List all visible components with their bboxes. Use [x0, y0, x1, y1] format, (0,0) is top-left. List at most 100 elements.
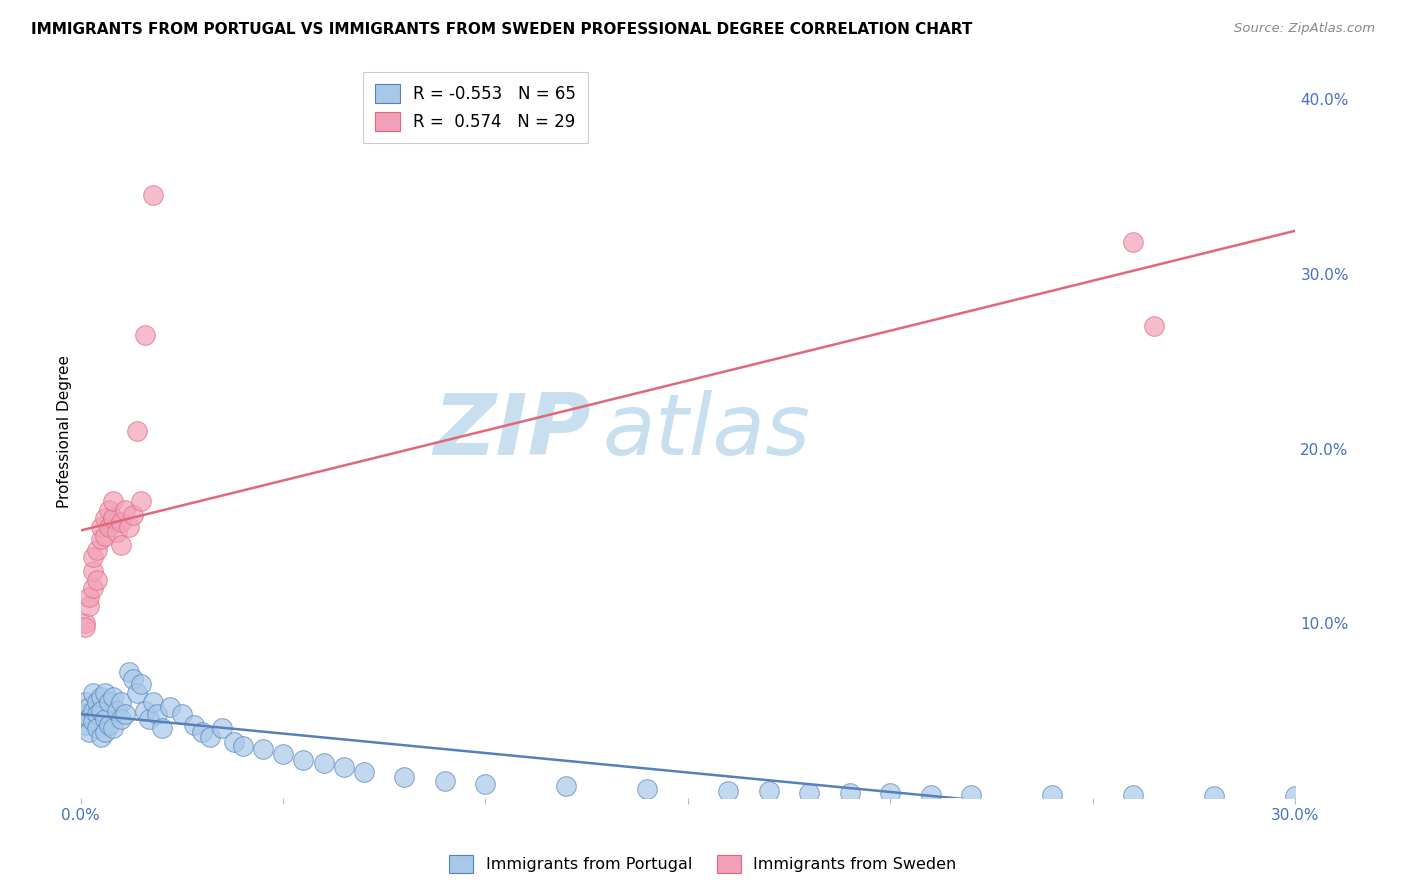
- Legend: Immigrants from Portugal, Immigrants from Sweden: Immigrants from Portugal, Immigrants fro…: [443, 848, 963, 880]
- Point: [82, 582, 104, 596]
- Point: [86, 721, 108, 735]
- Point: [110, 515, 132, 529]
- Point: [118, 665, 141, 680]
- Point: [86, 542, 108, 557]
- Point: [82, 564, 104, 578]
- Point: [129, 494, 152, 508]
- Point: [332, 759, 354, 773]
- Point: [211, 721, 233, 735]
- Point: [73, 695, 96, 709]
- Point: [920, 788, 942, 802]
- Point: [474, 777, 496, 791]
- Point: [134, 327, 156, 342]
- Point: [94, 529, 117, 543]
- Text: ZIP: ZIP: [433, 390, 591, 473]
- Point: [198, 730, 221, 744]
- Point: [86, 707, 108, 722]
- Point: [110, 695, 132, 709]
- Point: [77, 590, 100, 604]
- Point: [122, 508, 145, 522]
- Point: [394, 770, 416, 784]
- Point: [110, 713, 132, 727]
- Point: [150, 721, 173, 735]
- Point: [90, 730, 112, 744]
- Point: [127, 686, 149, 700]
- Point: [77, 599, 100, 613]
- Point: [231, 739, 253, 753]
- Point: [183, 717, 205, 731]
- Point: [94, 686, 117, 700]
- Point: [77, 724, 100, 739]
- Point: [1122, 788, 1144, 802]
- Point: [170, 707, 193, 722]
- Point: [94, 511, 117, 525]
- Point: [94, 713, 117, 727]
- Point: [101, 690, 124, 704]
- Point: [138, 713, 160, 727]
- Point: [637, 782, 659, 797]
- Point: [90, 690, 112, 704]
- Point: [252, 742, 274, 756]
- Point: [312, 756, 335, 771]
- Point: [1204, 789, 1226, 804]
- Point: [134, 704, 156, 718]
- Point: [353, 764, 375, 779]
- Point: [1284, 789, 1306, 804]
- Point: [97, 695, 120, 709]
- Point: [82, 549, 104, 564]
- Point: [555, 779, 578, 793]
- Point: [758, 784, 780, 798]
- Point: [1122, 235, 1144, 250]
- Point: [97, 502, 120, 516]
- Point: [799, 786, 821, 800]
- Point: [86, 695, 108, 709]
- Point: [90, 533, 112, 547]
- Point: [101, 511, 124, 525]
- Point: [73, 616, 96, 631]
- Point: [105, 704, 128, 718]
- Point: [1143, 319, 1166, 334]
- Point: [433, 773, 456, 788]
- Point: [82, 686, 104, 700]
- Point: [110, 538, 132, 552]
- Text: atlas: atlas: [603, 390, 811, 473]
- Point: [839, 786, 862, 800]
- Point: [122, 672, 145, 686]
- Point: [73, 717, 96, 731]
- Point: [105, 525, 128, 540]
- Point: [717, 784, 740, 798]
- Point: [97, 717, 120, 731]
- Point: [90, 704, 112, 718]
- Text: Source: ZipAtlas.com: Source: ZipAtlas.com: [1234, 22, 1375, 36]
- Point: [73, 707, 96, 722]
- Point: [77, 711, 100, 725]
- Point: [73, 620, 96, 634]
- Point: [94, 724, 117, 739]
- Point: [101, 494, 124, 508]
- Point: [90, 520, 112, 534]
- Point: [224, 735, 246, 749]
- Point: [191, 724, 214, 739]
- Point: [960, 788, 983, 802]
- Point: [118, 520, 141, 534]
- Point: [77, 700, 100, 714]
- Point: [271, 747, 294, 762]
- Point: [129, 677, 152, 691]
- Point: [142, 695, 165, 709]
- Point: [146, 707, 169, 722]
- Point: [101, 721, 124, 735]
- Point: [879, 786, 901, 800]
- Point: [97, 520, 120, 534]
- Point: [1042, 788, 1064, 802]
- Text: IMMIGRANTS FROM PORTUGAL VS IMMIGRANTS FROM SWEDEN PROFESSIONAL DEGREE CORRELATI: IMMIGRANTS FROM PORTUGAL VS IMMIGRANTS F…: [31, 22, 973, 37]
- Point: [82, 714, 104, 728]
- Point: [82, 704, 104, 718]
- Legend: R = -0.553   N = 65, R =  0.574   N = 29: R = -0.553 N = 65, R = 0.574 N = 29: [363, 72, 588, 143]
- Point: [114, 707, 136, 722]
- Point: [159, 700, 181, 714]
- Point: [292, 753, 315, 767]
- Point: [127, 424, 149, 438]
- Point: [86, 573, 108, 587]
- Point: [114, 502, 136, 516]
- Point: [142, 188, 165, 202]
